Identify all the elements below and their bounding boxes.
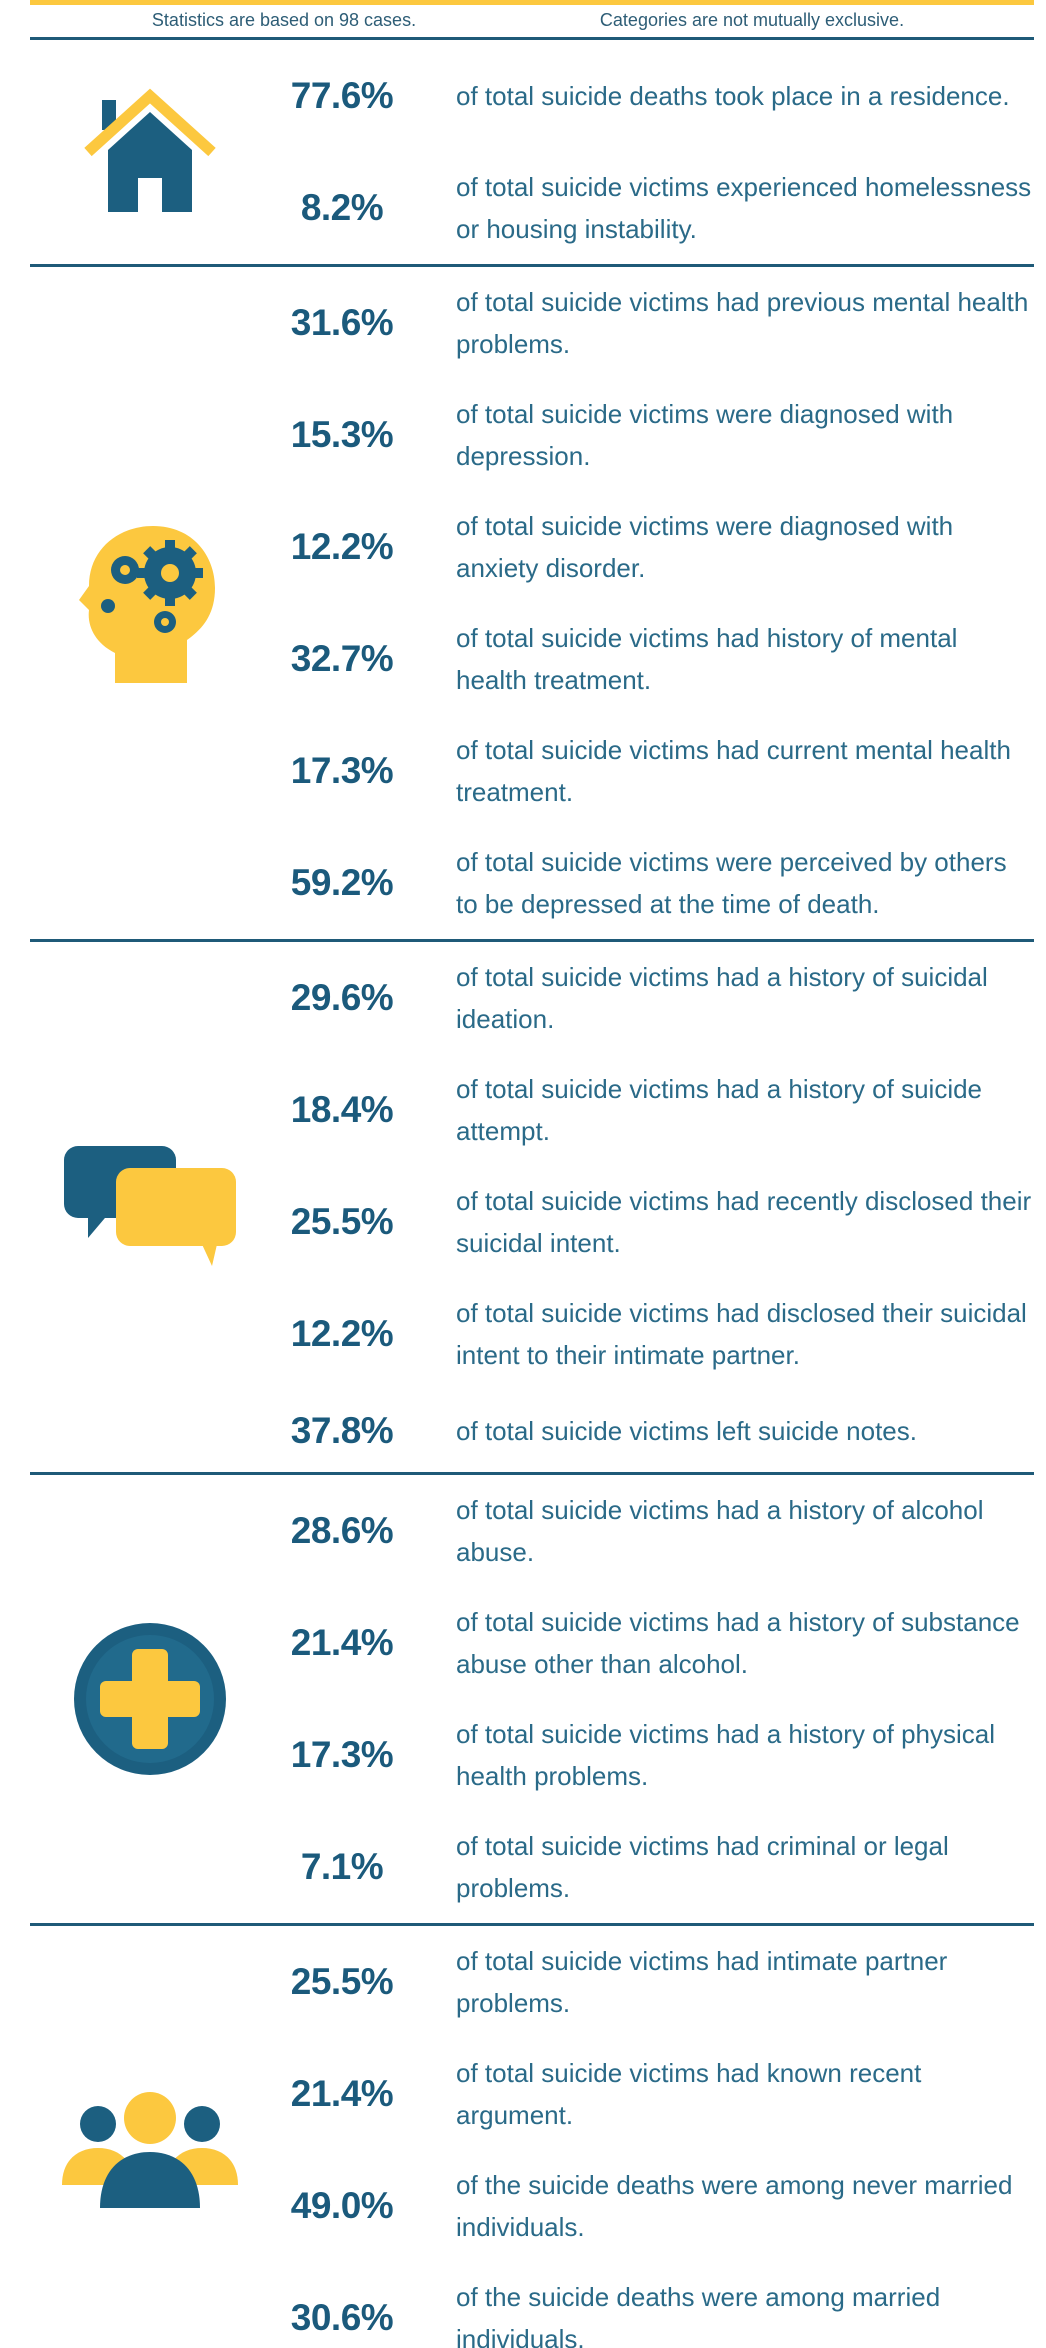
stat-value: 77.6% xyxy=(290,75,394,116)
stat-text: of total suicide victims experienced hom… xyxy=(456,172,1032,244)
stat-text: of total suicide victims had recently di… xyxy=(456,1186,1032,1258)
stat-text: of the suicide deaths were among never m… xyxy=(456,2170,1013,2242)
stat-value: 37.8% xyxy=(290,1410,394,1451)
stat-text: of total suicide victims had current men… xyxy=(456,735,1011,807)
sections: 77.6% of total suicide deaths took place … xyxy=(30,40,1034,2348)
stat-row: 12.2% of total suicide victims had disclo… xyxy=(30,1278,1034,1390)
stat-text: of total suicide victims had intimate pa… xyxy=(456,1946,948,2018)
stat-text: of total suicide victims had a history o… xyxy=(456,962,988,1034)
stat-text: of total suicide victims had a history o… xyxy=(456,1607,1020,1679)
top-bar xyxy=(30,0,1034,5)
header-note: Statistics are based on 98 cases. xyxy=(151,10,417,30)
stat-row: 17.3% of total suicide victims had a hist… xyxy=(30,1699,1034,1811)
stat-text: of total suicide victims were perceived … xyxy=(456,847,1007,919)
stat-text: of total suicide victims had a history o… xyxy=(456,1074,983,1146)
stat-row: 15.3% of total suicide victims were diagn… xyxy=(30,379,1034,491)
stat-row: 21.4% of total suicide victims had known … xyxy=(30,2038,1034,2150)
stat-row: 28.6% of total suicide victims had a hist… xyxy=(30,1475,1034,1587)
stat-row: 18.4% of total suicide victims had a hist… xyxy=(30,1054,1034,1166)
stat-value: 18.4% xyxy=(290,1089,394,1130)
stat-text: of total suicide victims had previous me… xyxy=(456,287,1029,359)
stat-row: 49.0% of the suicide deaths were among ne… xyxy=(30,2150,1034,2262)
stat-value: 21.4% xyxy=(290,2073,394,2114)
stat-value: 32.7% xyxy=(290,638,394,679)
stat-row: 29.6% of total suicide victims had a hist… xyxy=(30,942,1034,1054)
stat-text: of total suicide deaths took place in a … xyxy=(456,81,1010,111)
header: Statistics are based on 98 cases. Catego… xyxy=(30,5,1034,40)
stat-text: of the suicide deaths were among married… xyxy=(456,2282,941,2348)
stat-row: 31.6% of total suicide victims had previo… xyxy=(30,267,1034,379)
stat-value: 59.2% xyxy=(290,862,394,903)
stat-row: 59.2% of total suicide victims were perce… xyxy=(30,827,1034,939)
stat-value: 12.2% xyxy=(290,526,394,567)
stat-row: 17.3% of total suicide victims had curren… xyxy=(30,715,1034,827)
stat-text: of total suicide victims left suicide no… xyxy=(456,1416,917,1446)
stat-row: 21.4% of total suicide victims had a hist… xyxy=(30,1587,1034,1699)
stat-value: 49.0% xyxy=(290,2185,394,2226)
stat-row: 25.5% of total suicide victims had recent… xyxy=(30,1166,1034,1278)
stat-value: 31.6% xyxy=(290,302,394,343)
stat-value: 15.3% xyxy=(290,414,394,455)
stat-value: 21.4% xyxy=(290,1622,394,1663)
stat-row: 7.1% of total suicide victims had crimina… xyxy=(30,1811,1034,1923)
stat-row: 37.8% of total suicide victims left suici… xyxy=(30,1390,1034,1472)
section-icon xyxy=(30,942,270,1472)
stat-value: 8.2% xyxy=(300,187,384,228)
stat-text: of total suicide victims had a history o… xyxy=(456,1495,984,1567)
stat-value: 7.1% xyxy=(300,1846,384,1887)
head-gears-icon xyxy=(79,526,215,683)
stat-row: 8.2% of total suicide victims experienced… xyxy=(30,152,1034,264)
stat-text: of total suicide victims had known recen… xyxy=(456,2058,922,2130)
stat-value: 30.6% xyxy=(290,2297,394,2338)
stat-row: 32.7% of total suicide victims had histor… xyxy=(30,603,1034,715)
stat-row: 12.2% of total suicide victims were diagn… xyxy=(30,491,1034,603)
stat-value: 29.6% xyxy=(290,977,394,1018)
medical-cross-icon xyxy=(74,1623,226,1775)
section-icon xyxy=(30,1475,270,1923)
section: 31.6% of total suicide victims had previo… xyxy=(30,267,1034,942)
stat-text: of total suicide victims were diagnosed … xyxy=(456,511,954,583)
stat-text: of total suicide victims had disclosed t… xyxy=(456,1298,1027,1370)
section: 29.6% of total suicide victims had a hist… xyxy=(30,942,1034,1475)
header-note: Categories are not mutually exclusive. xyxy=(599,10,905,30)
stat-value: 25.5% xyxy=(290,1201,394,1242)
section: 77.6% of total suicide deaths took place … xyxy=(30,40,1034,267)
stat-text: of total suicide victims had history of … xyxy=(456,623,958,695)
stat-text: of total suicide victims had a history o… xyxy=(456,1719,996,1791)
stat-value: 12.2% xyxy=(290,1313,394,1354)
stat-row: 30.6% of the suicide deaths were among ma… xyxy=(30,2262,1034,2348)
stat-row: 25.5% of total suicide victims had intima… xyxy=(30,1926,1034,2038)
speech-bubbles-icon xyxy=(64,1146,236,1266)
stat-value: 25.5% xyxy=(290,1961,394,2002)
stat-value: 17.3% xyxy=(290,750,394,791)
stat-text: of total suicide victims were diagnosed … xyxy=(456,399,954,471)
stat-text: of total suicide victims had criminal or… xyxy=(456,1831,949,1903)
stat-value: 28.6% xyxy=(290,1510,394,1551)
stat-value: 17.3% xyxy=(290,1734,394,1775)
people-icon xyxy=(62,2092,238,2208)
section-icon xyxy=(30,267,270,939)
stat-row: 77.6% of total suicide deaths took place … xyxy=(30,40,1034,152)
section-icon xyxy=(30,1926,270,2348)
section: 28.6% of total suicide victims had a hist… xyxy=(30,1475,1034,1926)
section-icon xyxy=(30,40,270,264)
house-icon xyxy=(84,88,216,212)
section: 25.5% of total suicide victims had intima… xyxy=(30,1926,1034,2348)
